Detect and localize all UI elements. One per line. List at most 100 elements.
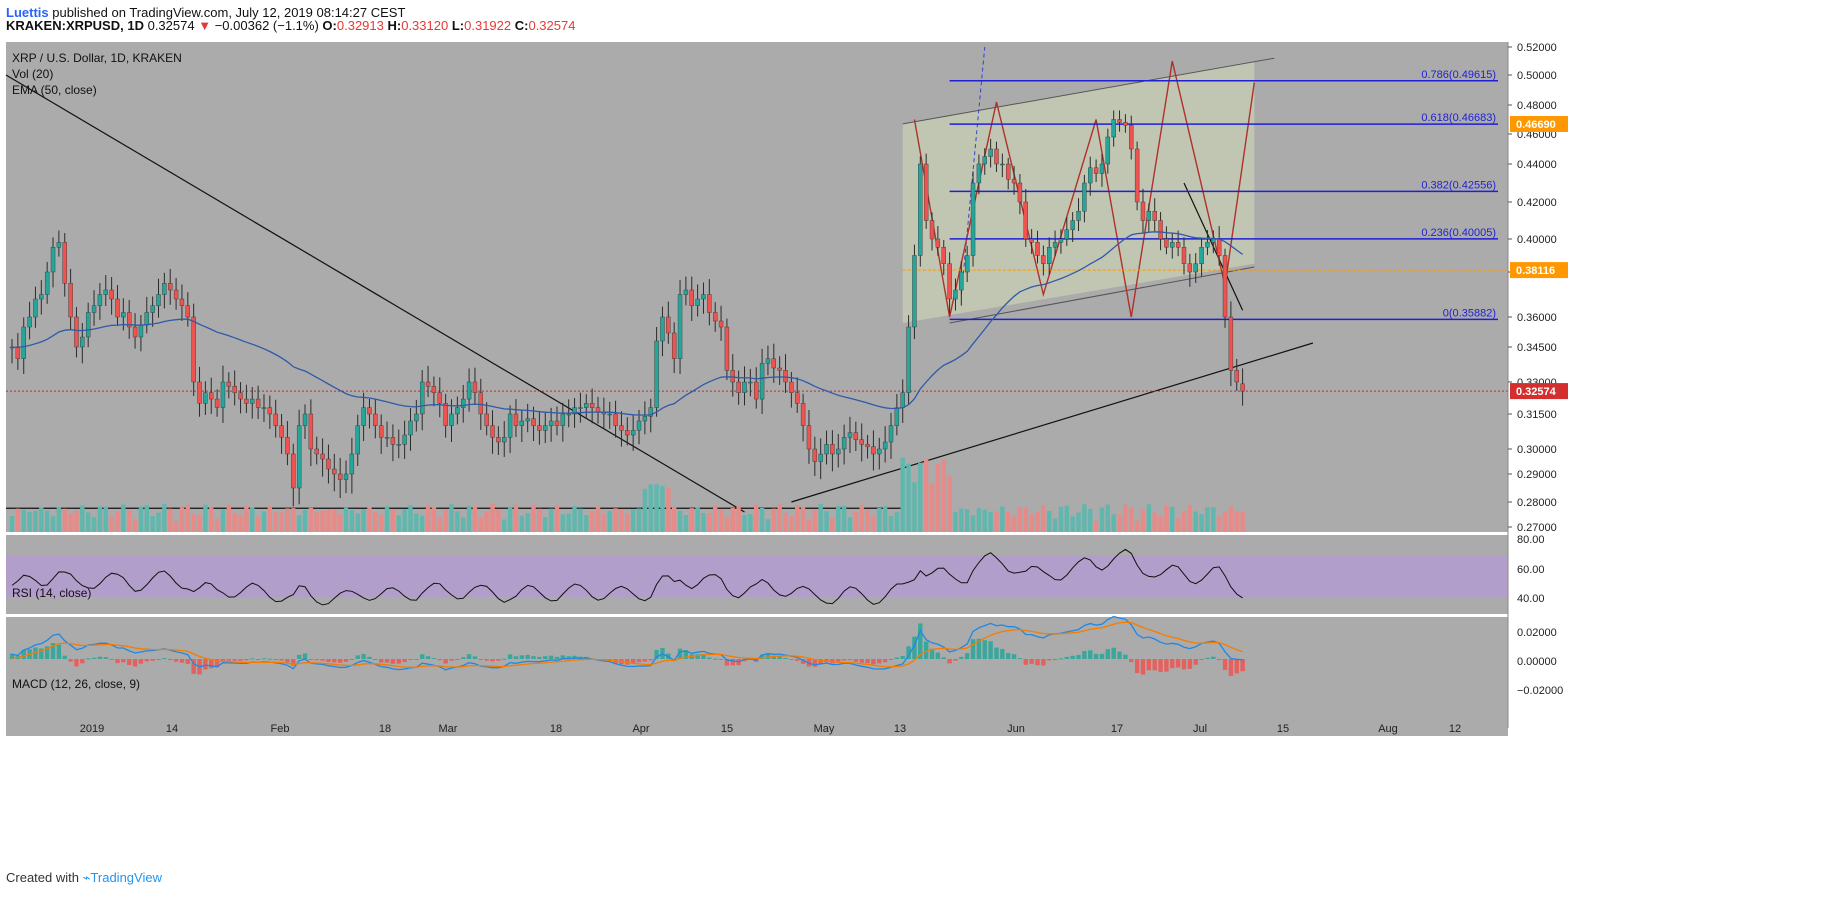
macd-hist-bar: [525, 654, 530, 659]
candle-body: [584, 403, 589, 408]
volume-bar: [1035, 511, 1040, 532]
macd-hist-bar: [537, 656, 542, 659]
volume-bar: [332, 509, 337, 532]
candle-body: [859, 439, 864, 445]
macd-hist-bar: [953, 659, 958, 661]
candle-body: [548, 420, 554, 426]
candle-body: [578, 407, 583, 409]
macd-hist-bar: [777, 656, 782, 659]
macd-hist-bar: [519, 655, 525, 659]
chart-canvas[interactable]: 0.786(0.49615) 0.618(0.46683) 0.382(0.4255…: [0, 42, 1828, 872]
volume-bar: [220, 509, 226, 532]
volume-bar: [578, 508, 583, 532]
time-tick-label: Mar: [439, 723, 458, 735]
macd-hist-bar: [1006, 653, 1011, 659]
macd-hist-bar: [859, 659, 864, 663]
macd-hist-bar: [1152, 659, 1157, 671]
candle-body: [74, 316, 79, 348]
macd-hist-bar: [56, 644, 62, 659]
macd-hist-bar: [836, 659, 841, 663]
macd-hist-bar: [361, 653, 366, 659]
volume-bar: [607, 511, 612, 532]
candle-body: [472, 381, 478, 393]
price-tick-label: 0.30000: [1517, 444, 1557, 456]
candle-body: [1105, 136, 1111, 165]
macd-hist-bar: [812, 659, 818, 667]
volume-bar: [1164, 505, 1169, 532]
volume-bar: [929, 483, 935, 532]
candle-body: [1211, 238, 1216, 243]
macd-hist-bar: [1146, 659, 1152, 671]
macd-hist-bar: [378, 659, 384, 663]
candle-body: [742, 381, 747, 393]
candle-body: [836, 448, 841, 455]
macd-hist-bar: [220, 659, 226, 661]
macd-hist-bar: [296, 654, 302, 659]
candle-body: [250, 398, 255, 404]
candle-body: [1088, 167, 1093, 184]
candle-body: [50, 247, 56, 273]
volume-bar: [1000, 506, 1005, 532]
macd-hist-bar: [50, 643, 56, 659]
volume-bar: [361, 509, 366, 532]
macd-hist-bar: [654, 649, 659, 659]
volume-bar: [296, 515, 302, 532]
macd-hist-bar: [74, 659, 79, 667]
candle-body: [1181, 247, 1187, 264]
macd-hist-bar: [759, 654, 765, 659]
macd-hist-bar: [156, 659, 161, 660]
volume-bar: [156, 512, 161, 532]
macd-hist-bar: [39, 648, 44, 659]
candle-body: [179, 298, 185, 306]
candle-body: [478, 392, 483, 415]
volume-bar: [390, 509, 396, 532]
candle-body: [677, 294, 683, 359]
candle-body: [402, 434, 407, 445]
volume-bar: [1070, 516, 1075, 532]
volume-bar: [384, 506, 390, 532]
candle-body: [959, 271, 964, 291]
macd-hist-bar: [1140, 659, 1146, 675]
volume-bar: [630, 509, 636, 532]
price-tick-label: 0.40000: [1517, 234, 1557, 246]
volume-bar: [250, 507, 255, 532]
macd-hist-bar: [507, 654, 513, 659]
macd-hist-bar: [818, 659, 823, 665]
candle-body: [1216, 238, 1222, 256]
volume-bar: [349, 510, 355, 532]
macd-hist-bar: [261, 658, 267, 660]
macd-hist-bar: [771, 655, 776, 659]
volume-bar: [502, 519, 507, 532]
candle-body: [1076, 211, 1081, 221]
candle-body: [168, 283, 173, 291]
volume-bar: [836, 506, 841, 532]
volume-bar: [525, 513, 530, 532]
volume-bar: [1105, 504, 1111, 532]
candle-body: [232, 386, 237, 393]
fib-level-label: 0(0.35882): [1443, 307, 1496, 319]
volume-bar: [859, 504, 864, 532]
candle-body: [1047, 247, 1052, 264]
tradingview-link[interactable]: TradingView: [90, 870, 162, 885]
volume-bar: [162, 504, 167, 532]
volume-bar: [1146, 504, 1152, 532]
volume-bar: [783, 512, 788, 532]
macd-hist-bar: [1187, 659, 1193, 669]
candle-body: [953, 289, 958, 300]
macd-hist-bar: [970, 639, 976, 659]
macd-hist-bar: [425, 656, 431, 659]
time-tick-label: 14: [166, 723, 178, 735]
macd-hist-bar: [115, 659, 120, 664]
macd-hist-bar: [109, 659, 114, 660]
macd-hist-bar: [355, 655, 360, 659]
price-tick-label: 0.50000: [1517, 70, 1557, 82]
macd-hist-bar: [1047, 659, 1052, 661]
volume-bar: [291, 508, 296, 532]
candle-body: [68, 283, 73, 318]
volume-bar: [871, 515, 876, 532]
macd-hist-bar: [185, 659, 190, 664]
macd-legend: MACD (12, 26, close, 9): [12, 677, 140, 691]
author-link[interactable]: Luettis: [6, 5, 49, 20]
candle-body: [1187, 263, 1193, 273]
